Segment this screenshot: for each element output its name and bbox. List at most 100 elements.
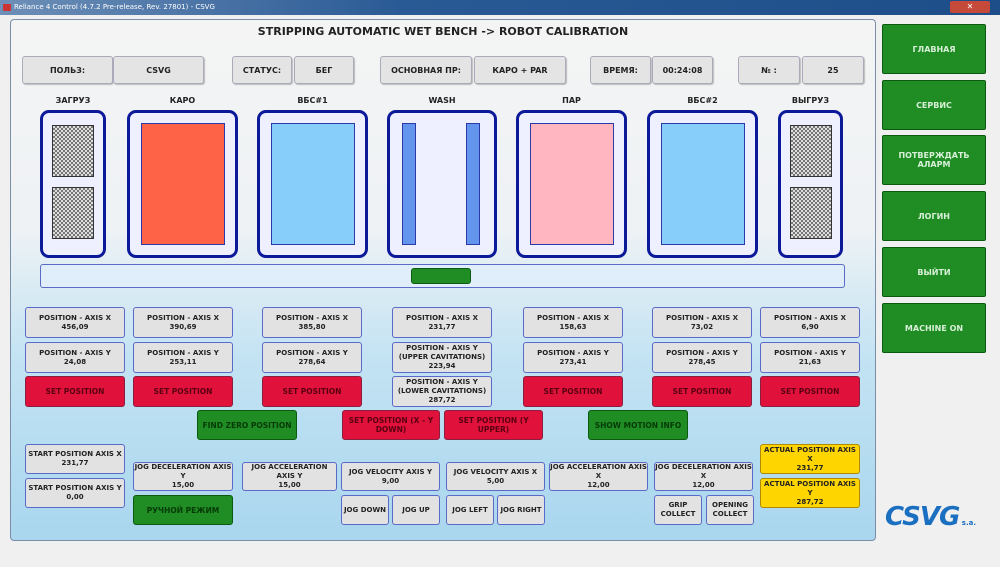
- value: 278,45: [688, 357, 716, 366]
- value: 385,80: [298, 322, 326, 331]
- position-y-display: POSITION - AXIS Y 21,63: [760, 342, 860, 373]
- position-y-display: POSITION - AXIS Y 253,11: [133, 342, 233, 373]
- tank-label: ВБС#2: [687, 96, 718, 105]
- label: JOG VELOCITY AXIS Y: [348, 467, 433, 476]
- tank: [40, 110, 106, 258]
- value: 9,00: [381, 476, 400, 485]
- position-y-display: POSITION - AXIS Y 278,45: [652, 342, 752, 373]
- label: POSITION - AXIS Y: [774, 348, 846, 357]
- show-motion-info-button[interactable]: SHOW MOTION INFO: [588, 410, 688, 440]
- label: POSITION - AXIS Y: [276, 348, 348, 357]
- tank-slot: [790, 125, 832, 177]
- manual-mode-button[interactable]: РУЧНОЙ РЕЖИМ: [133, 495, 233, 525]
- jog-parameter[interactable]: JOG ACCELERATION AXIS Y 15,00: [242, 462, 337, 491]
- sidebar-button[interactable]: ВЫЙТИ: [882, 247, 986, 297]
- tank-slot: [530, 123, 614, 245]
- header-label: № :: [738, 56, 800, 84]
- value: 73,02: [690, 322, 714, 331]
- label: POSITION - AXIS Y: [537, 348, 609, 357]
- tank-slot: [402, 123, 416, 245]
- value: 21,63: [798, 357, 822, 366]
- actual-position-y: ACTUAL POSITION AXIS Y 287,72: [760, 478, 860, 508]
- find-zero-button[interactable]: FIND ZERO POSITION: [197, 410, 297, 440]
- sidebar-button[interactable]: ПОТВЕРЖДАТЬ АЛАРМ: [882, 135, 986, 185]
- value: 15,00: [171, 481, 195, 489]
- sidebar-button[interactable]: ГЛАВНАЯ: [882, 24, 986, 74]
- jog-parameter[interactable]: JOG VELOCITY AXIS X 5,00: [446, 462, 545, 491]
- label: JOG ACCELERATION AXIS Y: [251, 463, 328, 480]
- value: 231,77: [428, 322, 456, 331]
- value: 0,00: [66, 493, 84, 501]
- tank-slot: [790, 187, 832, 239]
- header-value: 00:24:08: [652, 56, 713, 84]
- label: START POSITION AXIS X: [28, 450, 122, 458]
- tank: [516, 110, 627, 258]
- header-value: CSVG: [113, 56, 204, 84]
- position-x-display: POSITION - AXIS X 158,63: [523, 307, 623, 338]
- set-position-button[interactable]: SET POSITION: [25, 376, 125, 407]
- tank-slot: [52, 125, 94, 177]
- label: POSITION - AXIS Y: [147, 348, 219, 357]
- label: POSITION - AXIS X: [147, 313, 219, 322]
- set-position-button[interactable]: SET POSITION: [652, 376, 752, 407]
- value: 287,72: [428, 396, 456, 404]
- jog-parameter[interactable]: JOG DECELERATION AXIS Y 15,00: [133, 462, 233, 491]
- label: JOG ACCELERATION AXIS X: [550, 463, 647, 480]
- close-icon[interactable]: ✕: [950, 1, 990, 13]
- jog-left-button[interactable]: JOG LEFT: [446, 495, 494, 525]
- label: JOG DECELERATION AXIS Y: [134, 463, 232, 480]
- position-x-display: POSITION - AXIS X 231,77: [392, 307, 492, 338]
- value: 231,77: [61, 459, 89, 467]
- value: 15,00: [278, 481, 301, 489]
- value: 6,90: [801, 322, 819, 331]
- value: 390,69: [169, 322, 197, 331]
- label: POSITION - AXIS Y (UPPER CAVITATIONS): [398, 344, 486, 361]
- grip-collect-button[interactable]: GRIP COLLECT: [654, 495, 702, 525]
- set-position-xy-down-button[interactable]: SET POSITION (X - Y DOWN): [342, 410, 440, 440]
- opening-collect-button[interactable]: OPENING COLLECT: [706, 495, 754, 525]
- sidebar-button[interactable]: MACHINE ON: [882, 303, 986, 353]
- set-position-button[interactable]: SET POSITION: [760, 376, 860, 407]
- label: POSITION - AXIS X: [39, 313, 111, 322]
- header-value: КАРО + PAR: [474, 56, 566, 84]
- jog-parameter[interactable]: JOG DECELERATION AXIS X 12,00: [654, 462, 753, 491]
- header-label: ОСНОВНАЯ ПР:: [380, 56, 472, 84]
- jog-right-button[interactable]: JOG RIGHT: [497, 495, 545, 525]
- robot-carriage[interactable]: [411, 268, 471, 284]
- position-y-display: POSITION - AXIS Y 24,08: [25, 342, 125, 373]
- start-position-x: START POSITION AXIS X 231,77: [25, 444, 125, 474]
- sidebar-button[interactable]: ЛОГИН: [882, 191, 986, 241]
- header-label: СТАТУС:: [232, 56, 292, 84]
- position-x-display: POSITION - AXIS X 385,80: [262, 307, 362, 338]
- sidebar-button[interactable]: СЕРВИС: [882, 80, 986, 130]
- value: 12,00: [692, 481, 715, 489]
- tank: [257, 110, 368, 258]
- jog-parameter[interactable]: JOG ACCELERATION AXIS X 12,00: [549, 462, 648, 491]
- label: START POSITION AXIS Y: [28, 484, 122, 492]
- set-position-button[interactable]: SET POSITION: [523, 376, 623, 407]
- value: 12,00: [587, 481, 610, 489]
- label: POSITION - AXIS X: [276, 313, 348, 322]
- jog-up-button[interactable]: JOG UP: [392, 495, 440, 525]
- jog-down-button[interactable]: JOG DOWN: [341, 495, 389, 525]
- page-title: STRIPPING AUTOMATIC WET BENCH -> ROBOT C…: [257, 25, 629, 38]
- value: 5,00: [486, 476, 505, 485]
- tank: [127, 110, 238, 258]
- position-x-display: POSITION - AXIS X 390,69: [133, 307, 233, 338]
- label: JOG VELOCITY AXIS X: [453, 467, 538, 476]
- set-position-button[interactable]: SET POSITION: [262, 376, 362, 407]
- label: JOG DECELERATION AXIS X: [655, 463, 752, 480]
- position-y-lower-display: POSITION - AXIS Y (LOWER CAVITATIONS) 287…: [392, 376, 492, 407]
- actual-position-x: ACTUAL POSITION AXIS X 231,77: [760, 444, 860, 474]
- value: 253,11: [169, 357, 197, 366]
- tank: [647, 110, 758, 258]
- header-value: БЕГ: [294, 56, 354, 84]
- tank: [778, 110, 843, 258]
- tank-label: ВЫГРУЗ: [791, 96, 830, 105]
- set-position-button[interactable]: SET POSITION: [133, 376, 233, 407]
- jog-parameter[interactable]: JOG VELOCITY AXIS Y 9,00: [341, 462, 440, 491]
- set-position-y-upper-button[interactable]: SET POSITION (Y UPPER): [444, 410, 543, 440]
- header-label: ВРЕМЯ:: [590, 56, 651, 84]
- position-y-display: POSITION - AXIS Y 273,41: [523, 342, 623, 373]
- label: POSITION - AXIS Y: [39, 348, 111, 357]
